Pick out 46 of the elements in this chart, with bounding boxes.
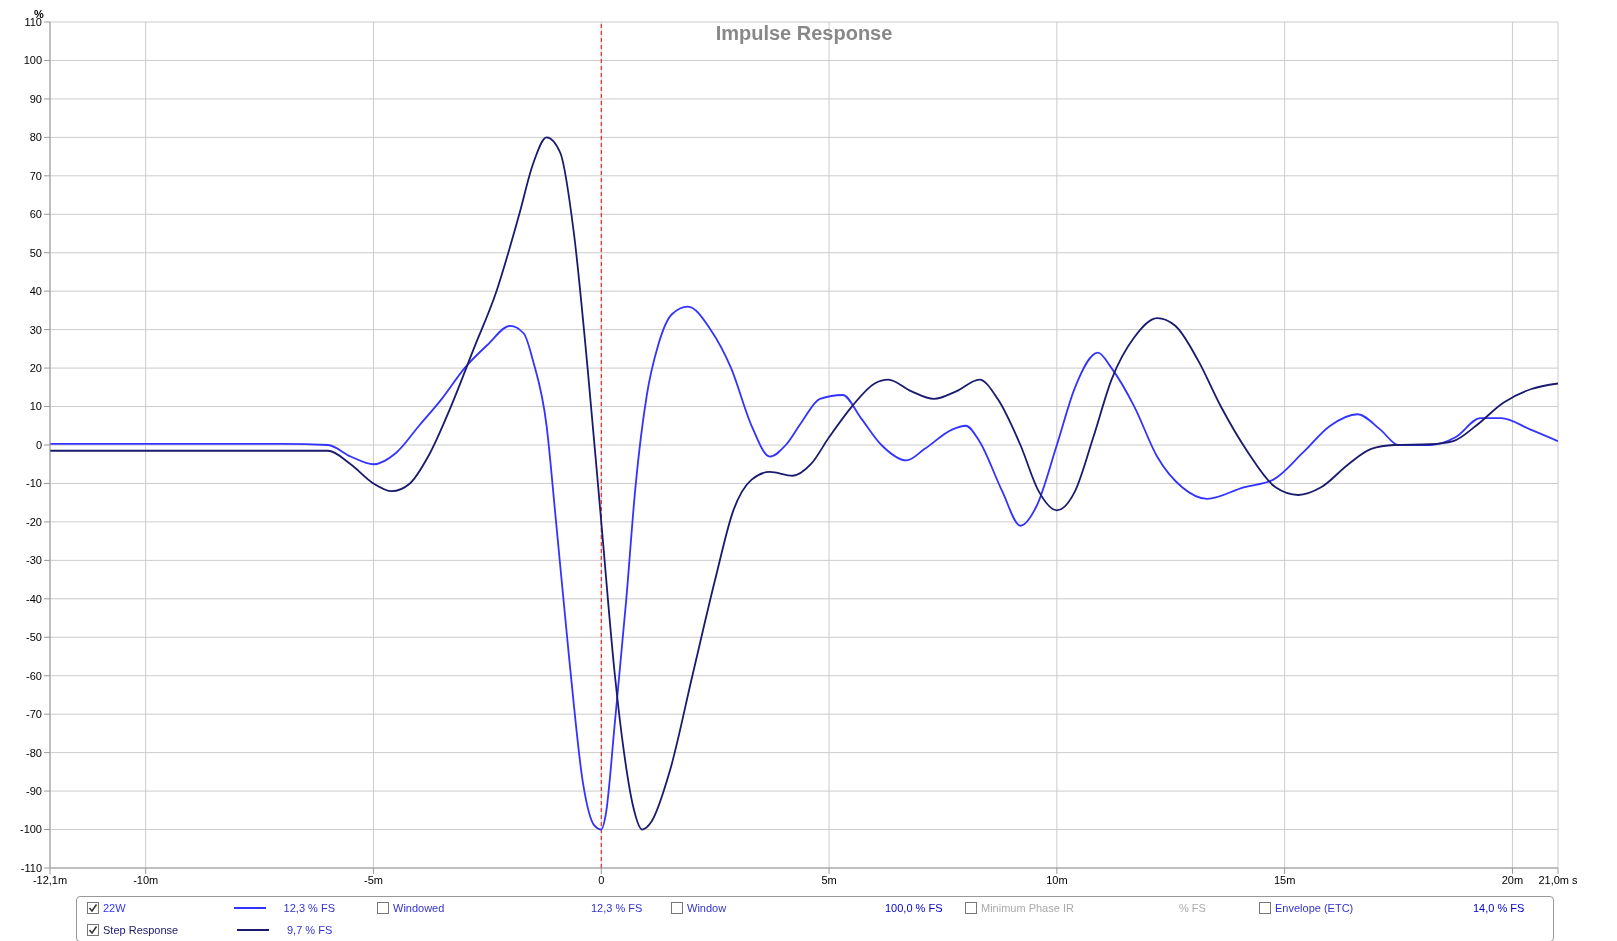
y-tick-label: -30 [26,554,42,567]
y-tick-label: -100 [19,823,42,836]
y-tick-label: 30 [29,323,42,336]
y-tick-label: 100 [23,54,42,67]
y-tick-label: -10 [26,477,42,490]
y-tick-label: -80 [26,746,42,759]
x-tick-label: -10m [133,873,159,886]
y-tick-label: -20 [26,515,42,528]
text: 100,0 % FS [885,902,943,914]
y-tick-label: 80 [29,131,42,144]
text: Windowed [393,902,445,914]
text: % FS [1179,902,1206,914]
x-tick-label: 15m [1273,873,1296,886]
y-tick-label: 60 [29,208,42,221]
chart-title: Impulse Response [714,22,894,45]
y-tick-label: 0 [35,438,42,451]
x-tick-label: 5m [821,873,837,886]
y-tick-label: 10 [29,400,42,413]
y-tick-label: -90 [26,785,42,797]
line-series [50,305,1558,831]
x-tick-label: -12,1m [32,873,68,886]
text: Step Response [103,924,179,936]
y-tick-label: 50 [29,246,42,259]
y-tick-label: 90 [29,92,42,105]
y-tick-label: -70 [26,708,42,721]
text: 22W [103,902,126,914]
y-tick-label: 20 [29,362,42,374]
x-tick-label: 20m [1501,873,1524,886]
text: Envelope (ETC) [1275,902,1354,914]
x-tick-label: 21,0m s [1538,873,1579,886]
y-tick-label: -110 [20,861,42,874]
y-tick-label: -60 [26,669,42,682]
y-tick-label: -50 [26,631,42,644]
x-tick-label: 10m [1046,873,1068,886]
text: 12,3 % FS [591,902,643,914]
x-tick-label: -5m [363,873,383,886]
text: Window [687,902,727,914]
text: 12,3 % FS [283,902,335,914]
y-tick-label: 70 [29,169,42,182]
x-tick-label: 0 [598,873,605,886]
text: 9,7 % FS [287,924,333,936]
y-tick-label: 40 [29,285,42,298]
text: Minimum Phase IR [981,902,1074,914]
text: 14,0 % FS [1473,902,1525,914]
y-tick-label: -40 [26,592,42,605]
line-series [50,136,1558,831]
